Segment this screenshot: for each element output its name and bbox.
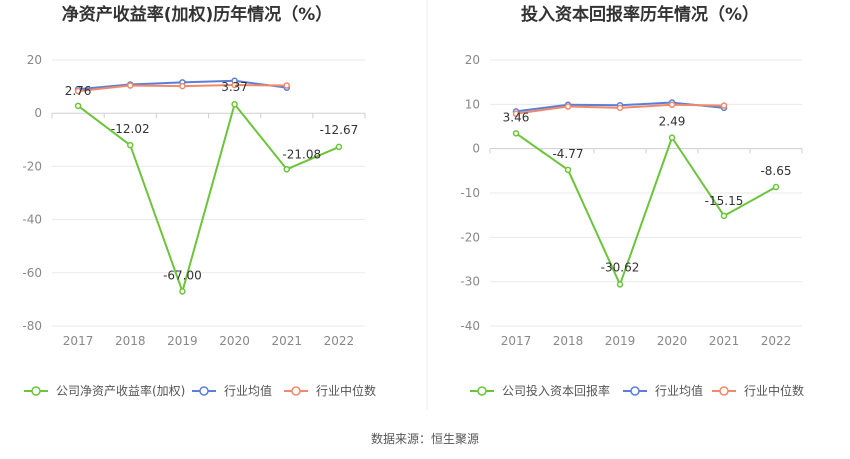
data-label: -8.65 — [760, 164, 791, 178]
x-tick-label: 2020 — [657, 334, 688, 348]
legend-marker — [199, 386, 209, 396]
data-label: -12.02 — [111, 122, 150, 136]
y-tick-label: -40 — [22, 213, 42, 227]
data-point — [231, 81, 238, 89]
data-label: 3.37 — [221, 80, 248, 94]
x-tick-label: 2018 — [115, 334, 146, 348]
legend-label: 行业中位数 — [744, 383, 804, 398]
data-point — [512, 130, 520, 137]
data-point — [283, 166, 290, 173]
x-tick-label: 2019 — [605, 334, 636, 348]
x-tick-label: 2018 — [553, 334, 584, 348]
series-line — [77, 103, 340, 293]
data-point — [564, 103, 572, 110]
data-label: -21.08 — [282, 147, 321, 161]
chart-title: 投入资本回报率历年情况（%） — [521, 4, 759, 25]
data-point — [668, 101, 676, 109]
data-point — [564, 166, 572, 174]
data-point — [720, 102, 728, 109]
data-point — [127, 141, 134, 149]
legend-label: 行业均值 — [224, 383, 272, 398]
legend-label: 行业均值 — [655, 383, 703, 398]
y-tick-label: -10 — [460, 186, 480, 200]
legend-label: 公司净资产收益率(加权) — [56, 383, 185, 398]
legend-marker — [31, 386, 41, 396]
y-tick-label: 0 — [34, 106, 42, 120]
y-tick-label: -40 — [460, 319, 480, 333]
legend-marker — [477, 386, 487, 396]
x-tick-label: 2022 — [324, 334, 355, 348]
legend-marker — [291, 386, 301, 396]
y-tick-label: 20 — [27, 53, 42, 67]
data-point — [668, 134, 676, 141]
x-tick-label: 2022 — [761, 334, 792, 348]
data-label: -30.62 — [601, 260, 640, 274]
y-tick-label: -20 — [22, 159, 42, 173]
data-point — [512, 110, 520, 117]
y-tick-label: 0 — [472, 142, 480, 156]
data-point — [616, 104, 624, 112]
data-label: 2.76 — [65, 84, 92, 98]
x-tick-label: 2017 — [501, 334, 532, 348]
y-tick-label: -60 — [22, 266, 42, 280]
legend-label: 行业中位数 — [316, 383, 376, 398]
x-tick-label: 2017 — [63, 334, 94, 348]
data-label: -15.15 — [705, 194, 744, 208]
x-tick-label: 2021 — [271, 334, 302, 348]
data-point — [616, 281, 624, 288]
x-tick-label: 2020 — [219, 334, 250, 348]
legend-marker — [630, 386, 640, 396]
data-point — [127, 82, 134, 89]
legend-marker — [719, 386, 729, 396]
data-point — [74, 87, 82, 95]
y-tick-label: -80 — [22, 319, 42, 333]
data-point — [74, 102, 82, 110]
data-label: -4.77 — [552, 147, 583, 161]
data-label: -12.67 — [320, 123, 359, 137]
x-tick-label: 2021 — [709, 334, 740, 348]
data-point — [283, 82, 290, 89]
chart-title: 净资产收益率(加权)历年情况（%） — [62, 4, 333, 25]
data-point — [772, 183, 780, 191]
data-label: -67.00 — [163, 268, 202, 282]
legend-label: 公司投入资本回报率 — [502, 383, 610, 398]
y-tick-label: -20 — [460, 230, 480, 244]
data-point — [179, 288, 186, 295]
data-point — [231, 100, 238, 108]
y-tick-label: 20 — [465, 53, 480, 67]
data-source-text: 数据来源：恒生聚源 — [371, 431, 479, 446]
data-label: 3.46 — [503, 110, 530, 124]
data-label: 2.49 — [659, 115, 686, 129]
data-point — [179, 82, 186, 90]
x-tick-label: 2019 — [167, 334, 198, 348]
y-tick-label: -30 — [460, 275, 480, 289]
series-line — [515, 132, 777, 286]
y-tick-label: 10 — [465, 97, 480, 111]
data-point — [720, 212, 728, 220]
data-point — [335, 143, 343, 151]
